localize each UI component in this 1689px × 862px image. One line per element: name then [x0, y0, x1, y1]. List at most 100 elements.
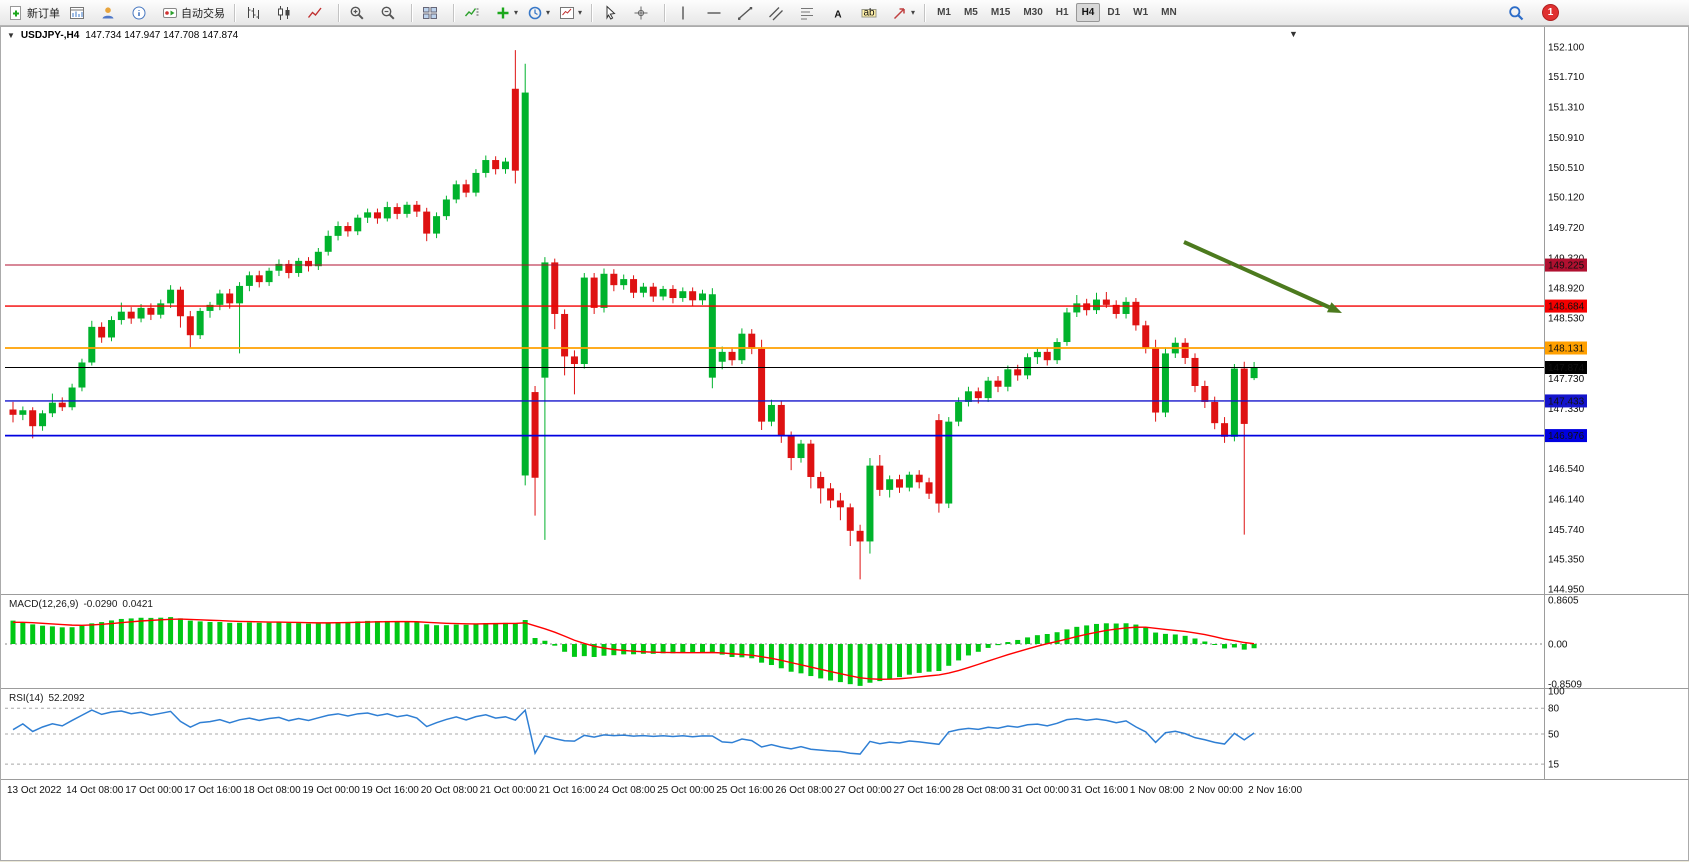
arrows-button[interactable]: ▾ [888, 1, 919, 24]
candle [383, 207, 391, 219]
current-price-tag [1545, 360, 1587, 374]
candle [295, 260, 303, 274]
indicators-button[interactable] [460, 1, 490, 24]
candle [492, 160, 500, 170]
profiles-button[interactable] [96, 1, 126, 24]
macd-bar [798, 644, 804, 674]
search-button[interactable] [1504, 1, 1534, 24]
macd-bar [768, 644, 774, 666]
candle [393, 207, 401, 214]
notification-badge[interactable]: 1 [1542, 4, 1559, 21]
trend-arrow[interactable] [1183, 240, 1331, 310]
macd-bar [1113, 623, 1119, 644]
macd-bar [946, 644, 952, 666]
macd-bar [1143, 627, 1149, 644]
price-tag-label: 146.976 [1548, 431, 1585, 442]
zoom-in-button[interactable] [345, 1, 375, 24]
channel-button[interactable] [764, 1, 794, 24]
new-order-button[interactable]: 新订单 [4, 1, 64, 24]
price-axis-label: 150.510 [1548, 163, 1585, 174]
timeframe-h4-button[interactable]: H4 [1075, 3, 1101, 22]
candle [127, 311, 135, 319]
macd-bar [118, 618, 124, 644]
timeframe-m1-button[interactable]: M1 [937, 7, 951, 18]
horizontal-line-button[interactable] [702, 1, 732, 24]
macd-bar [1025, 637, 1031, 644]
data-window-button[interactable] [127, 1, 157, 24]
candle [1014, 369, 1022, 376]
timeframe-w1-button[interactable]: W1 [1133, 7, 1149, 18]
candle [945, 421, 953, 504]
timeframe-h1-button[interactable]: H1 [1055, 7, 1069, 18]
text-label-button[interactable]: ab [857, 1, 887, 24]
timeframe-m5-button[interactable]: M5 [963, 7, 978, 18]
text-button[interactable]: A [826, 1, 856, 24]
macd-bar [906, 644, 912, 675]
candle [196, 310, 204, 336]
macd-bar [158, 617, 164, 644]
line-chart-button[interactable] [303, 1, 333, 24]
autotrading-button[interactable]: 自动交易 [158, 1, 229, 24]
price-axis-label: 148.920 [1548, 284, 1585, 295]
zoom-out-button[interactable] [376, 1, 406, 24]
bar-chart-icon [245, 5, 261, 21]
price-axis-label: 147.730 [1548, 374, 1585, 385]
candle [777, 404, 785, 437]
candlestick-button[interactable] [272, 1, 302, 24]
candle [324, 235, 332, 252]
macd-bar [936, 644, 942, 671]
macd-bar [306, 623, 311, 644]
tile-windows-button[interactable] [418, 1, 448, 24]
line-chart-icon [307, 5, 323, 21]
chart-canvas[interactable]: 152.100 151.710 151.310 150.910 150.510 150.1… [1, 27, 1689, 862]
trendline-button[interactable] [733, 1, 763, 24]
time-axis-label: 17 Oct 00:00 [125, 785, 183, 796]
candle [334, 226, 342, 236]
candle [561, 313, 569, 357]
collapse-icon[interactable]: ▼ [7, 31, 15, 40]
price-axis-label: 147.330 [1548, 404, 1585, 415]
trend-arrow-head [1326, 302, 1342, 313]
macd-bar [867, 644, 873, 683]
crosshair-button[interactable] [629, 1, 659, 24]
macd-bar [916, 644, 922, 673]
macd-bar [532, 638, 538, 644]
crosshair-icon [633, 5, 649, 21]
candle [935, 420, 943, 504]
candle [876, 465, 884, 490]
macd-bar [1222, 644, 1228, 649]
time-axis-label: 18 Oct 08:00 [243, 785, 301, 796]
add-indicator-button[interactable]: ▾ [491, 1, 522, 24]
new-chart-button[interactable] [65, 1, 95, 24]
macd-bar [355, 621, 361, 644]
rsi-label: RSI(14) 52.2092 [9, 693, 85, 704]
candle [896, 479, 903, 488]
macd-bar [434, 625, 440, 644]
cursor-icon [602, 4, 618, 21]
candle [1250, 367, 1258, 379]
candle [649, 286, 657, 297]
cursor-button[interactable] [598, 1, 628, 24]
time-axis-label: 2 Nov 16:00 [1248, 785, 1302, 796]
cycles-icon [527, 5, 543, 21]
macd-bar [453, 624, 459, 644]
chart-window[interactable]: 152.100 151.710 151.310 150.910 150.510 150.1… [0, 26, 1689, 861]
fibonacci-button[interactable] [795, 1, 825, 24]
chart-window-icon [69, 5, 85, 21]
chart-menu-icon[interactable]: ▼ [1289, 29, 1298, 39]
timeframe-m15-button[interactable]: M15 [990, 7, 1011, 18]
cycles-button[interactable]: ▾ [523, 1, 554, 24]
candle [186, 316, 194, 336]
timeframe-d1-button[interactable]: D1 [1107, 7, 1121, 18]
vertical-line-button[interactable] [671, 1, 701, 24]
timeframe-mn-button[interactable]: MN [1161, 7, 1177, 18]
time-axis-label: 24 Oct 08:00 [598, 785, 656, 796]
time-axis-label: 25 Oct 16:00 [716, 785, 774, 796]
price-axis-label: 151.710 [1548, 72, 1585, 83]
bar-chart-button[interactable] [241, 1, 271, 24]
templates-button[interactable]: ▾ [555, 1, 586, 24]
timeframe-m30-button[interactable]: M30 [1023, 7, 1043, 18]
candle [58, 402, 66, 408]
macd-bar [493, 623, 499, 644]
